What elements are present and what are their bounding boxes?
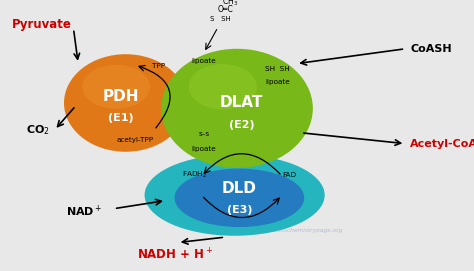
- Ellipse shape: [145, 154, 325, 236]
- Text: FADH$_2$: FADH$_2$: [182, 170, 207, 180]
- Text: themedicalbiochemistrypage.org: themedicalbiochemistrypage.org: [245, 228, 343, 233]
- Text: Acetyl-CoA: Acetyl-CoA: [410, 139, 474, 149]
- Text: DLD: DLD: [222, 181, 257, 196]
- Text: NADH + H$^+$: NADH + H$^+$: [137, 247, 213, 262]
- Text: CoASH: CoASH: [410, 44, 452, 54]
- Ellipse shape: [64, 54, 187, 152]
- Text: CO$_2$: CO$_2$: [26, 123, 50, 137]
- Text: PDH: PDH: [102, 89, 139, 104]
- Text: SH  SH: SH SH: [265, 66, 290, 72]
- Text: (E1): (E1): [108, 113, 134, 123]
- Text: lipoate: lipoate: [265, 79, 290, 85]
- Text: O═C: O═C: [217, 5, 233, 14]
- Text: NAD$^+$: NAD$^+$: [66, 204, 103, 219]
- Ellipse shape: [161, 49, 313, 168]
- Text: S   SH: S SH: [210, 16, 231, 22]
- Text: acetyl-TPP: acetyl-TPP: [117, 137, 154, 143]
- Ellipse shape: [189, 64, 257, 109]
- Text: s–s: s–s: [198, 131, 210, 137]
- Text: (E2): (E2): [229, 120, 255, 130]
- Text: Pyruvate: Pyruvate: [12, 18, 72, 31]
- Text: TPP: TPP: [152, 63, 165, 69]
- Text: FAD: FAD: [282, 172, 296, 178]
- Text: (E3): (E3): [227, 205, 252, 215]
- Text: lipoate: lipoate: [191, 146, 216, 151]
- Ellipse shape: [82, 65, 150, 109]
- Ellipse shape: [174, 169, 304, 227]
- Text: DLAT: DLAT: [220, 95, 264, 111]
- Text: lipoate: lipoate: [191, 58, 216, 64]
- Text: CH$_3$: CH$_3$: [222, 0, 238, 8]
